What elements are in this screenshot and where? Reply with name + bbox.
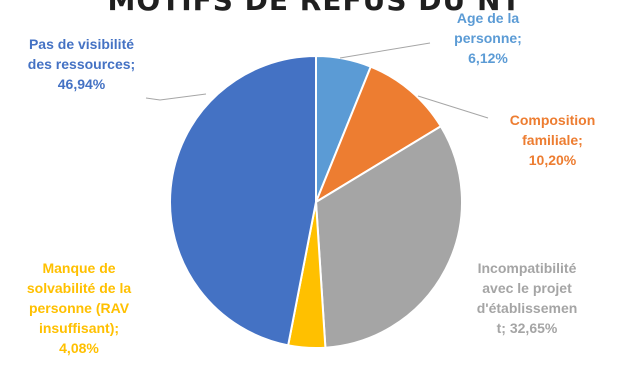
data-label-incompatibilite: Incompatibilité avec le projet d'établis… (476, 260, 578, 336)
data-label-manque: Manque de solvabilité de la personne (RA… (26, 260, 132, 356)
slice-composition (313, 65, 443, 205)
data-label-composition: Composition familiale; 10,20% (509, 112, 596, 168)
data-label-age: Age de la personne; 6,12% (454, 10, 522, 66)
leader-line-age (339, 42, 431, 59)
data-label-pas-de-visibilite: Pas de visibilité des ressources; 46,94% (27, 36, 136, 92)
slice-pas-de-visibilite (169, 54, 317, 347)
chart-title: MOTIFS DE REFUS DU NT (107, 0, 522, 17)
leader-line-pas-de-visibilite (145, 93, 207, 101)
slice-incompatibilite (314, 124, 463, 349)
leader-line-composition (417, 95, 489, 119)
